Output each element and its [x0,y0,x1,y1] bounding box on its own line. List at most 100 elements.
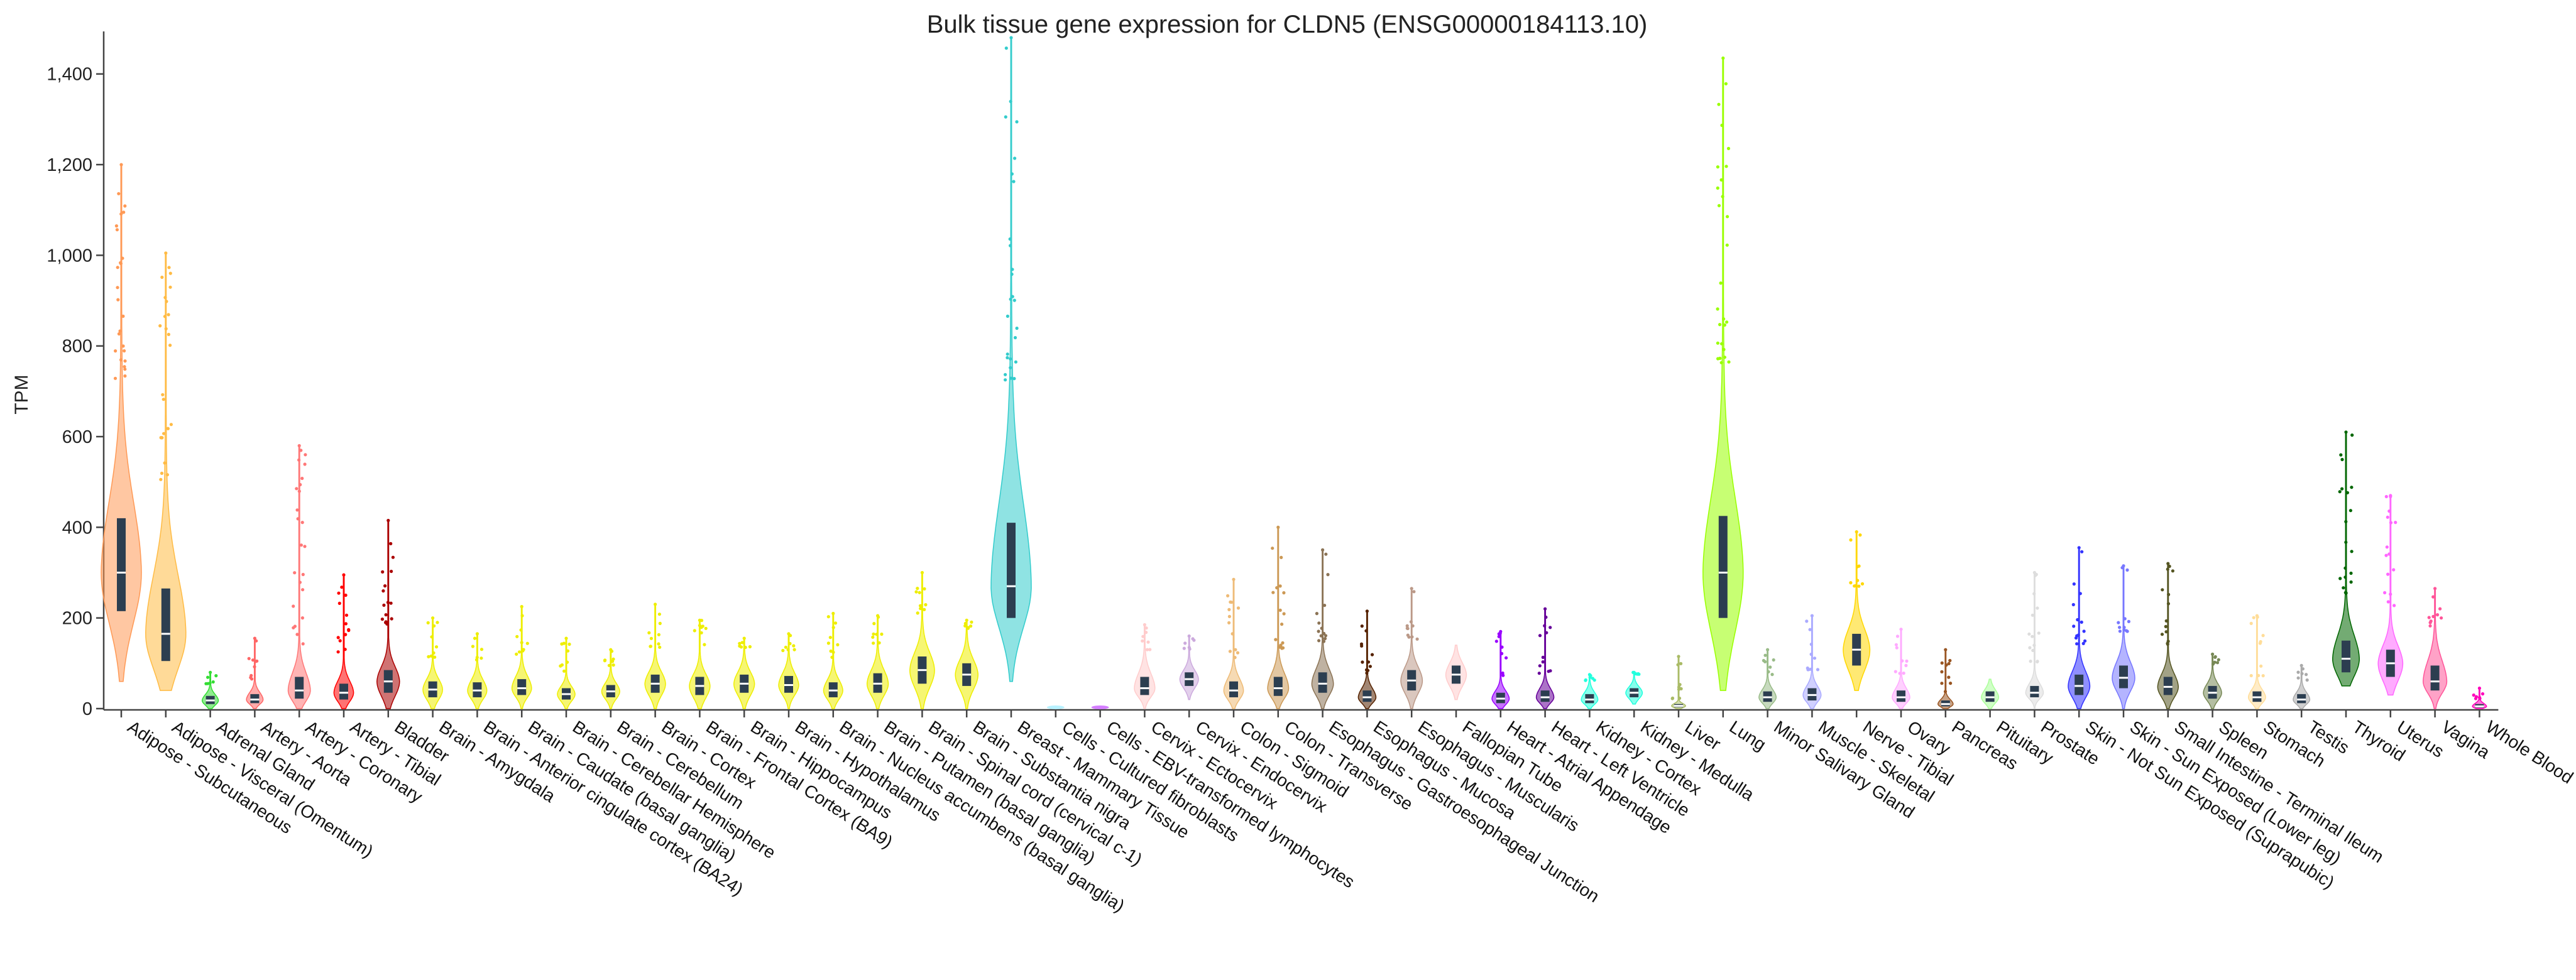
outlier-point [2427,616,2431,619]
outlier-point [165,473,169,477]
outlier-point [2340,457,2344,462]
outlier-point [1727,360,1731,364]
outlier-point [301,642,305,646]
violin-group [376,518,400,709]
outlier-point [1232,577,1236,581]
outlier-point [292,626,295,629]
outlier-point [1538,634,1542,638]
outlier-point [384,613,388,617]
outlier-point [2384,553,2388,557]
outlier-point [2428,624,2432,628]
outlier-point [1011,268,1014,271]
outlier-point [2431,614,2435,619]
outlier-point [2349,580,2353,584]
iqr-box [2342,640,2350,673]
violin-group [2247,614,2266,709]
outlier-point [1716,307,1719,311]
outlier-point [1009,357,1012,361]
outlier-point [2166,602,2170,606]
outlier-point [168,271,172,275]
outlier-point [480,648,484,651]
outlier-point [292,604,295,608]
outlier-point [2387,552,2391,556]
outlier-point [649,645,652,648]
outlier-point [1716,357,1720,361]
outlier-point [204,682,208,685]
outlier-point [2080,550,2084,553]
outlier-point [390,617,393,621]
outlier-point [1902,672,1905,675]
outlier-point [1006,314,1009,318]
outlier-point [1718,323,1722,327]
outlier-point [1276,525,1280,530]
outlier-point [1772,658,1775,662]
outlier-point [116,266,119,270]
outlier-point [2027,632,2031,636]
outlier-point [2383,591,2387,595]
outlier-point [1723,356,1726,359]
outlier-point [297,458,301,462]
x-tick-label: Vagina [2438,717,2494,763]
outlier-point [2211,662,2215,666]
violin-group [990,36,1032,682]
outlier-point [2300,672,2304,675]
outlier-point [828,636,832,640]
violin-shape [1843,531,1871,691]
outlier-point [2392,568,2396,572]
outlier-point [2350,550,2354,553]
outlier-point [1011,295,1014,298]
outlier-point [1415,637,1419,641]
outlier-point [2071,602,2075,607]
outlier-point [471,645,475,648]
outlier-point [162,432,166,435]
outlier-point [603,658,607,662]
outlier-point [787,632,791,636]
outlier-point [1716,341,1719,345]
outlier-point [386,518,390,523]
outlier-point [2296,670,2300,674]
outlier-point [1233,656,1237,660]
outlier-point [251,658,255,662]
outlier-point [657,642,660,646]
outlier-point [1944,663,1948,667]
outlier-point [1012,180,1016,183]
outlier-point [877,641,881,645]
outlier-point [386,601,390,604]
outlier-point [2474,695,2479,699]
outlier-point [2338,577,2342,580]
outlier-point [2350,486,2354,489]
outlier-point [1280,623,1284,626]
outlier-point [434,645,439,649]
outlier-point [924,603,928,607]
outlier-point [337,591,341,595]
outlier-point [1545,631,1548,634]
outlier-point [1721,195,1724,199]
y-tick-label: 1,000 [47,246,92,266]
outlier-point [389,542,393,546]
outlier-point [1141,639,1144,643]
outlier-point [1324,634,1328,638]
outlier-point [206,675,210,679]
outlier-point [1723,323,1726,327]
outlier-point [123,204,127,208]
outlier-point [1227,607,1231,612]
outlier-point [1008,237,1012,241]
outlier-point [2125,568,2129,572]
outlier-point [1500,645,1504,649]
violin-group [1625,670,1643,705]
outlier-point [704,626,708,630]
violin-group [1445,645,1467,700]
outlier-point [831,650,835,654]
outlier-point [295,487,299,491]
outlier-point [159,477,163,481]
y-axis-label: TPM [11,374,32,414]
outlier-point [2389,494,2392,498]
outlier-point [1322,631,1326,636]
outlier-point [1015,326,1019,330]
outlier-point [562,669,566,673]
outlier-point [833,621,838,625]
outlier-point [166,427,170,430]
outlier-point [436,621,439,624]
y-tick-label: 400 [62,518,92,538]
outlier-point [657,612,661,616]
